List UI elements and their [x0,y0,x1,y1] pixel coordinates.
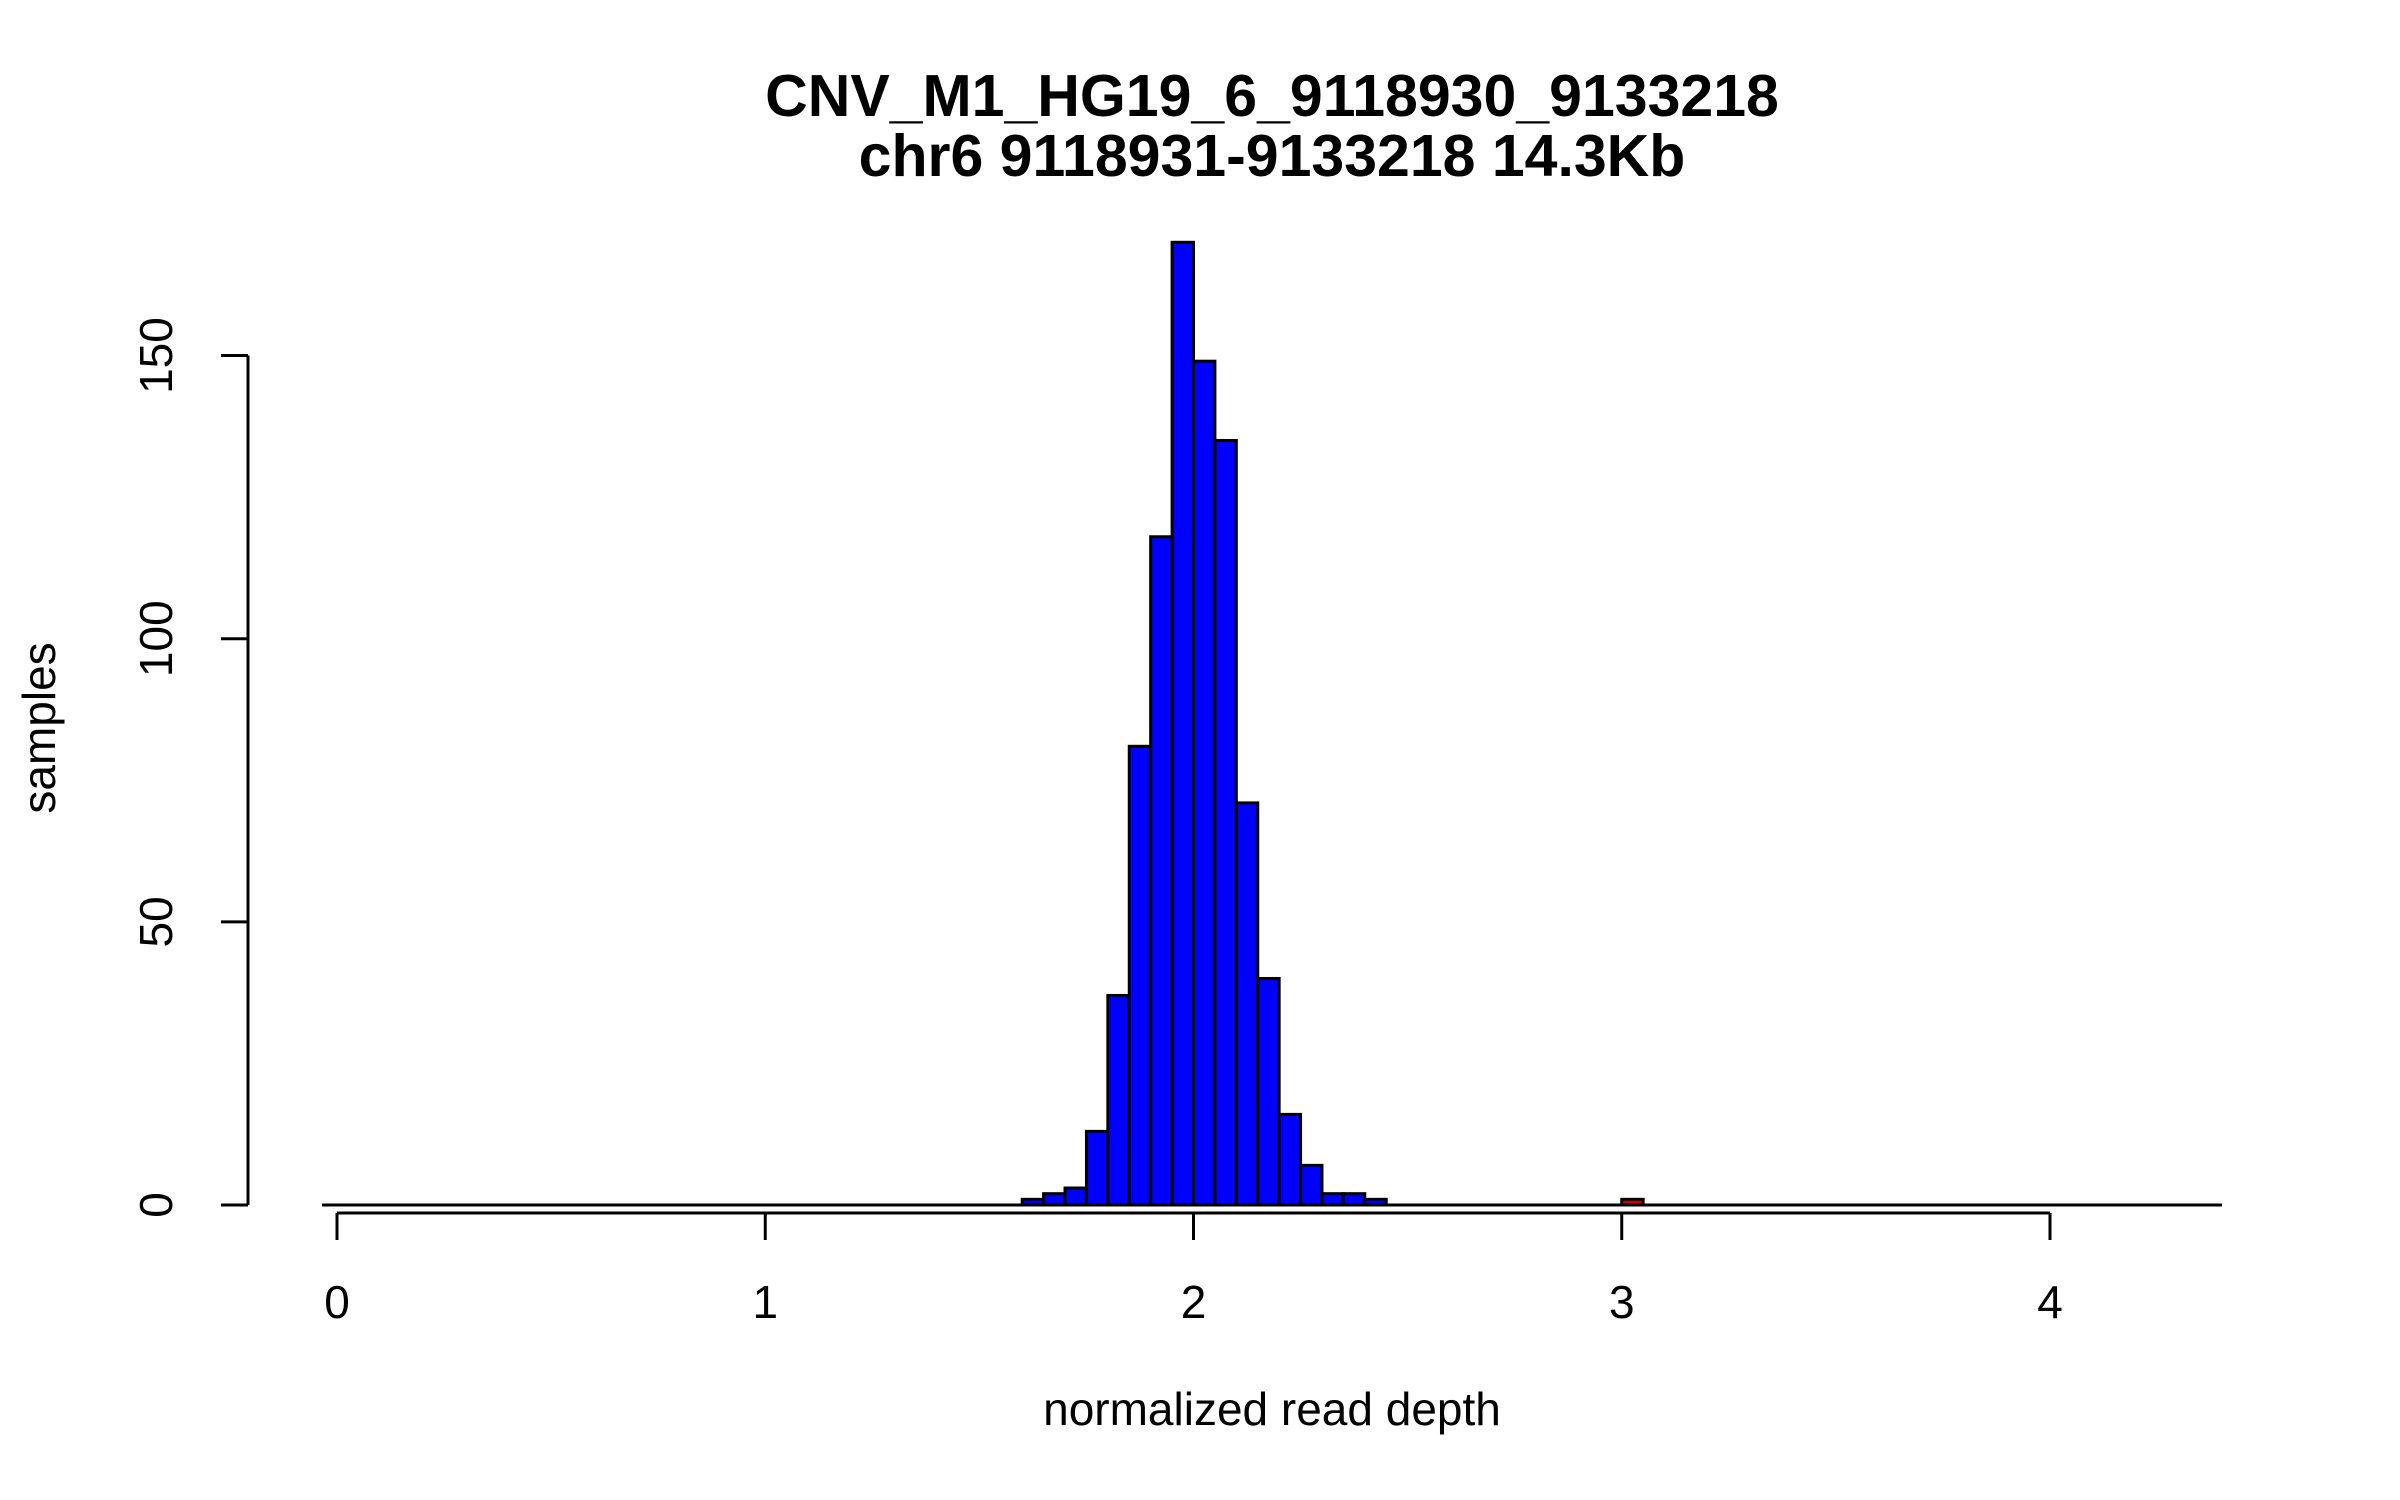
histogram-bar-0-4 [1106,993,1131,1207]
y-axis-label: samples [13,642,65,813]
x-tick-label-1: 1 [752,1276,778,1328]
x-tick-label-2: 2 [1181,1276,1207,1328]
histogram-bars [1020,240,1645,1207]
histogram-bar-0-6 [1149,535,1174,1207]
histogram-bar-0-11 [1256,976,1281,1207]
x-axis: 0 1 2 3 4 [324,1211,2063,1328]
histogram-bar-0-10 [1234,801,1260,1207]
chart-title: CNV_M1_HG19_6_9118930_9133218 [765,63,1779,129]
x-tick-label-4: 4 [2037,1276,2063,1328]
y-tick-label-3: 150 [130,317,182,394]
histogram-bar-0-14 [1320,1192,1345,1207]
histogram-bar-0-13 [1299,1163,1324,1207]
y-tick-label-2: 100 [130,600,182,677]
x-tick-label-0: 0 [324,1276,350,1328]
histogram-bar-0-3 [1084,1129,1110,1207]
histogram-bar-0-7 [1170,240,1195,1207]
y-axis: 0 50 100 150 [130,317,250,1218]
histogram-bar-0-1 [1042,1192,1067,1207]
chart-subtitle: chr6 9118931-9133218 14.3Kb [859,123,1686,189]
y-tick-label-1: 50 [130,896,182,947]
y-tick-label-0: 0 [130,1192,182,1218]
histogram-bar-0-8 [1192,359,1217,1207]
histogram-bar-0-5 [1127,744,1153,1207]
histogram-bar-0-9 [1213,439,1238,1207]
x-tick-label-3: 3 [1609,1276,1635,1328]
x-axis-label: normalized read depth [1043,1383,1501,1435]
histogram-bar-0-2 [1063,1186,1088,1207]
histogram-bar-0-12 [1277,1112,1303,1207]
histogram-bar-0-15 [1341,1192,1367,1207]
